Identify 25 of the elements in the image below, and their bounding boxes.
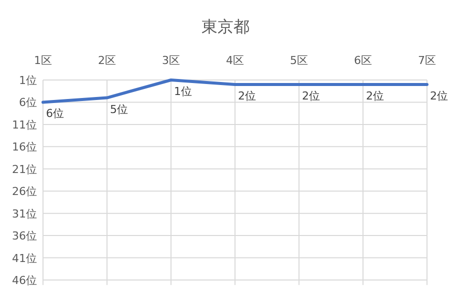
data-label: 2位 bbox=[366, 89, 384, 102]
x-tick-label: 5区 bbox=[290, 54, 308, 67]
y-tick-label: 26位 bbox=[12, 185, 37, 198]
x-tick-label: 1区 bbox=[34, 54, 52, 67]
data-label: 5位 bbox=[110, 102, 128, 116]
data-label: 2位 bbox=[238, 89, 256, 102]
y-tick-label: 46位 bbox=[12, 274, 37, 287]
y-tick-label: 11位 bbox=[12, 118, 37, 132]
y-tick-label: 1位 bbox=[19, 74, 37, 87]
y-tick-label: 36位 bbox=[12, 230, 37, 243]
y-tick-label: 16位 bbox=[12, 140, 37, 154]
x-tick-label: 6区 bbox=[354, 54, 372, 67]
x-tick-label: 3区 bbox=[162, 54, 180, 67]
x-tick-label: 7区 bbox=[418, 54, 436, 67]
chart-title: 東京都 bbox=[202, 17, 250, 36]
y-tick-label: 41位 bbox=[12, 252, 37, 265]
data-label: 6位 bbox=[46, 107, 64, 120]
x-tick-label: 2区 bbox=[98, 54, 116, 67]
y-tick-label: 21位 bbox=[12, 162, 37, 176]
data-label: 2位 bbox=[302, 89, 320, 102]
y-tick-label: 6位 bbox=[19, 96, 37, 110]
data-label: 1位 bbox=[174, 85, 192, 98]
x-tick-label: 4区 bbox=[226, 54, 244, 67]
data-label: 2位 bbox=[430, 89, 448, 102]
y-tick-label: 31位 bbox=[12, 207, 37, 220]
